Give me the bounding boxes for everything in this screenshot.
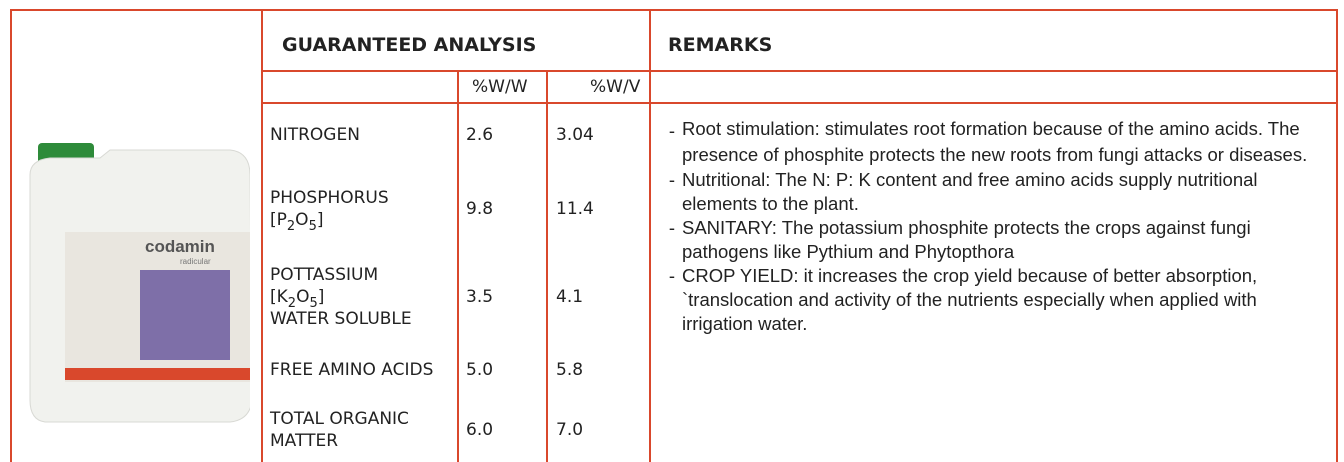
bullet-marker: - [662,216,682,264]
remark-text: Nutritional: The N: P: K content and fre… [682,168,1332,216]
subscript: 2 [287,219,295,234]
row-label-line: FREE AMINO ACIDS [270,359,457,381]
label-text: PHOSPHORUS [270,188,389,208]
row-label-line: WATER SOLUBLE [270,308,457,330]
bullet-marker: - [662,168,682,216]
remark-text: SANITARY: The potassium phosphite protec… [682,216,1332,264]
border [10,9,1338,11]
row-label-line: PHOSPHORUS [270,187,457,209]
product-subname: radicular [180,257,211,266]
border [261,9,263,462]
border [261,70,1338,72]
remark-text: CROP YIELD: it increases the crop yield … [682,264,1332,336]
row-label-line: MATTER [270,430,457,452]
label-text: O [295,210,308,230]
label-text: NITROGEN [270,125,360,145]
border [457,70,459,462]
row-label: PHOSPHORUS[P2O5] [270,165,457,253]
label-text: FREE AMINO ACIDS [270,360,433,380]
row-label-line: TOTAL ORGANIC [270,408,457,430]
label-text: ] [318,287,325,307]
row-label-line: POTTASSIUM [270,264,457,286]
label-text: O [296,287,309,307]
remark-item: -Nutritional: The N: P: K content and fr… [662,168,1332,216]
product-image: codamin radicular [0,0,250,462]
value-cell: 9.8 [466,165,546,253]
analysis-title: GUARANTEED ANALYSIS [282,34,536,56]
label-text: MATTER [270,431,338,451]
label-text: POTTASSIUM [270,265,378,285]
value-cell: 7.0 [556,398,649,462]
row-label: POTTASSIUM[K2O5]WATER SOLUBLE [270,253,457,341]
subscript: 5 [309,219,317,234]
remark-item: -CROP YIELD: it increases the crop yield… [662,264,1332,336]
product-name: codamin [145,237,215,256]
bullet-marker: - [662,116,682,168]
bullet-marker: - [662,264,682,336]
remark-item: -Root stimulation: stimulates root forma… [662,116,1332,168]
value-cell: 3.5 [466,253,546,341]
value-cell: 5.0 [466,341,546,398]
value-cell: 5.8 [556,341,649,398]
unit-header: %W/W [472,77,528,97]
border [1336,9,1338,462]
remarks-list: -Root stimulation: stimulates root forma… [662,116,1332,336]
value-cell: 11.4 [556,165,649,253]
row-label-line: NITROGEN [270,124,457,146]
value-cell: 3.04 [556,104,649,165]
border [546,70,548,462]
remark-text: Root stimulation: stimulates root format… [682,116,1332,168]
remark-item: -SANITARY: The potassium phosphite prote… [662,216,1332,264]
page: codamin radicular GUARANTEED ANALYSIS RE… [0,0,1344,462]
row-label-line: [P2O5] [270,209,457,231]
label-text: [P [270,210,287,230]
remarks-title: REMARKS [668,34,772,56]
row-label: FREE AMINO ACIDS [270,341,457,398]
label-text: ] [317,210,324,230]
row-label: NITROGEN [270,104,457,165]
value-cell: 2.6 [466,104,546,165]
value-cell: 4.1 [556,253,649,341]
label-band [65,368,250,380]
label-text: WATER SOLUBLE [270,309,412,329]
border [649,9,651,462]
label-art [140,270,230,360]
unit-header: %W/V [590,77,640,97]
row-label-line: [K2O5] [270,286,457,308]
label-text: [K [270,287,288,307]
border [10,9,12,462]
value-cell: 6.0 [466,398,546,462]
label-text: TOTAL ORGANIC [270,409,409,429]
